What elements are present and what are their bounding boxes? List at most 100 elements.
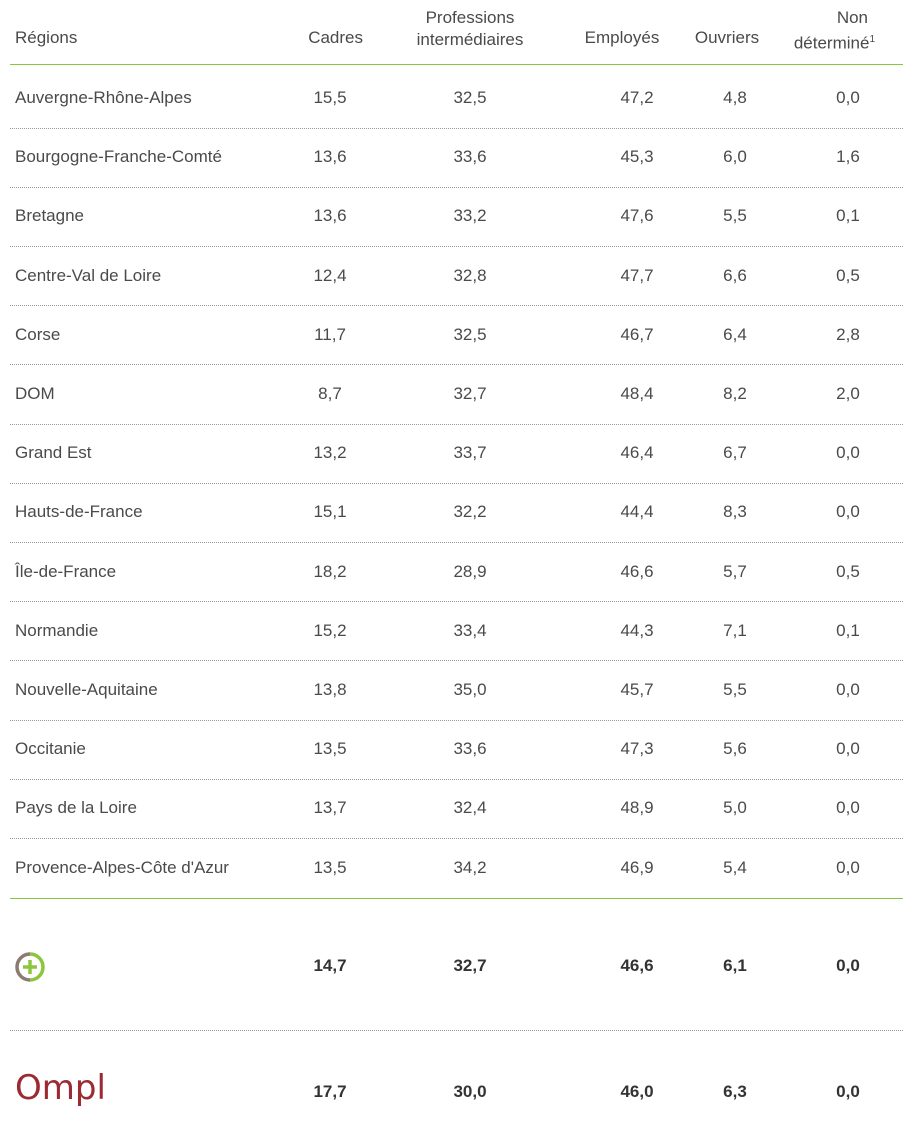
region-cell: Auvergne-Rhône-Alpes bbox=[15, 88, 192, 107]
value-cell: 13,7 bbox=[313, 798, 347, 818]
value-cell: 6,0 bbox=[723, 147, 747, 167]
region-cell: Bourgogne-Franche-Comté bbox=[15, 147, 222, 167]
total-cell: 6,3 bbox=[723, 1082, 747, 1101]
region-cell: Pays de la Loire bbox=[15, 798, 137, 818]
value-cell: 0,1 bbox=[836, 206, 860, 226]
value-cell: 33,7 bbox=[453, 443, 487, 463]
value-cell: 7,1 bbox=[723, 620, 747, 640]
header-cell: Non bbox=[836, 8, 868, 27]
total-cell: 17,7 bbox=[313, 1082, 347, 1101]
value-cell: 33,2 bbox=[453, 206, 487, 226]
total-cell: 0,0 bbox=[836, 956, 860, 975]
value-cell: 13,2 bbox=[313, 443, 347, 463]
region-cell: Provence-Alpes-Côte d'Azur bbox=[15, 857, 229, 877]
header-cell: déterminé1 bbox=[794, 30, 875, 54]
value-cell: 8,7 bbox=[318, 384, 342, 403]
region-cell: Centre-Val de Loire bbox=[15, 265, 162, 285]
value-cell: 13,5 bbox=[313, 739, 347, 759]
header-cell: Professions bbox=[425, 8, 515, 27]
value-cell: 35,0 bbox=[453, 680, 487, 699]
value-cell: 47,6 bbox=[620, 206, 654, 226]
total-cell: 32,7 bbox=[453, 956, 487, 975]
row-separator bbox=[10, 482, 903, 484]
value-cell: 0,0 bbox=[836, 502, 860, 522]
total-cell: 46,6 bbox=[620, 956, 654, 975]
value-cell: 32,7 bbox=[453, 384, 487, 403]
value-cell: 13,5 bbox=[313, 857, 347, 877]
value-cell: 1,6 bbox=[836, 147, 860, 167]
value-cell: 12,4 bbox=[313, 265, 347, 285]
value-cell: 32,8 bbox=[453, 265, 487, 285]
value-cell: 0,0 bbox=[836, 443, 860, 463]
row-separator bbox=[10, 601, 903, 603]
value-cell: 0,0 bbox=[836, 857, 860, 877]
value-cell: 6,4 bbox=[723, 324, 747, 344]
total-cell: 46,0 bbox=[620, 1082, 654, 1101]
header-cell: intermédiaires bbox=[416, 30, 524, 49]
total-cell: 6,1 bbox=[723, 956, 747, 975]
value-cell: 33,6 bbox=[453, 147, 487, 167]
value-cell: 13,8 bbox=[313, 680, 347, 699]
value-cell: 5,4 bbox=[723, 857, 747, 877]
value-cell: 8,3 bbox=[723, 502, 747, 522]
value-cell: 6,7 bbox=[723, 443, 747, 463]
value-cell: 32,5 bbox=[453, 88, 487, 107]
row-separator bbox=[10, 364, 903, 366]
row-separator bbox=[10, 246, 903, 247]
value-cell: 47,2 bbox=[620, 88, 654, 107]
value-cell: 5,5 bbox=[723, 680, 747, 699]
header-cell: Régions bbox=[15, 28, 78, 47]
value-cell: 46,7 bbox=[620, 324, 654, 344]
value-cell: 6,6 bbox=[723, 265, 747, 285]
header-cell: Employés bbox=[584, 28, 660, 47]
value-cell: 0,5 bbox=[836, 561, 860, 581]
row-separator bbox=[10, 838, 903, 839]
value-cell: 15,1 bbox=[313, 502, 347, 522]
value-cell: 8,2 bbox=[723, 384, 747, 403]
value-cell: 46,9 bbox=[620, 857, 654, 877]
value-cell: 33,4 bbox=[453, 620, 487, 640]
region-cell: Île-de-France bbox=[15, 561, 117, 581]
total-cell: 30,0 bbox=[453, 1082, 487, 1101]
value-cell: 4,8 bbox=[723, 88, 747, 107]
value-cell: 0,1 bbox=[836, 620, 860, 640]
value-cell: 0,0 bbox=[836, 680, 860, 699]
footnote-mark: 1 bbox=[869, 34, 875, 45]
row-separator bbox=[10, 1030, 903, 1031]
value-cell: 48,4 bbox=[620, 384, 654, 403]
value-cell: 0,0 bbox=[836, 798, 860, 818]
value-cell: 33,6 bbox=[453, 739, 487, 759]
region-cell: Nouvelle-Aquitaine bbox=[15, 680, 158, 699]
total-cell: 14,7 bbox=[313, 956, 347, 975]
value-cell: 46,4 bbox=[620, 443, 654, 463]
value-cell: 5,0 bbox=[723, 798, 747, 818]
value-cell: 28,9 bbox=[453, 561, 487, 581]
row-separator bbox=[10, 542, 903, 543]
header-cell: Cadres bbox=[308, 28, 363, 47]
value-cell: 47,7 bbox=[620, 265, 654, 285]
header-text: déterminé bbox=[793, 33, 870, 53]
row-separator bbox=[10, 186, 903, 188]
rule bbox=[10, 64, 903, 65]
region-cell: Bretagne bbox=[15, 206, 84, 226]
value-cell: 34,2 bbox=[453, 857, 487, 877]
total-cell: 0,0 bbox=[836, 1082, 860, 1101]
ompl-logo: Ompl bbox=[15, 1068, 106, 1108]
plus-logo bbox=[15, 952, 45, 982]
value-cell: 0,0 bbox=[836, 739, 860, 759]
value-cell: 15,2 bbox=[313, 620, 347, 640]
value-cell: 0,5 bbox=[836, 265, 860, 285]
value-cell: 45,3 bbox=[620, 147, 654, 167]
value-cell: 5,7 bbox=[723, 561, 747, 581]
row-separator bbox=[10, 778, 903, 780]
rule bbox=[10, 898, 903, 899]
value-cell: 13,6 bbox=[313, 147, 347, 167]
region-cell: Grand Est bbox=[15, 443, 92, 463]
region-cell: Occitanie bbox=[15, 739, 86, 759]
value-cell: 15,5 bbox=[313, 88, 347, 107]
row-separator bbox=[10, 423, 903, 425]
value-cell: 48,9 bbox=[620, 798, 654, 818]
value-cell: 44,4 bbox=[620, 502, 654, 522]
value-cell: 2,0 bbox=[836, 384, 860, 403]
